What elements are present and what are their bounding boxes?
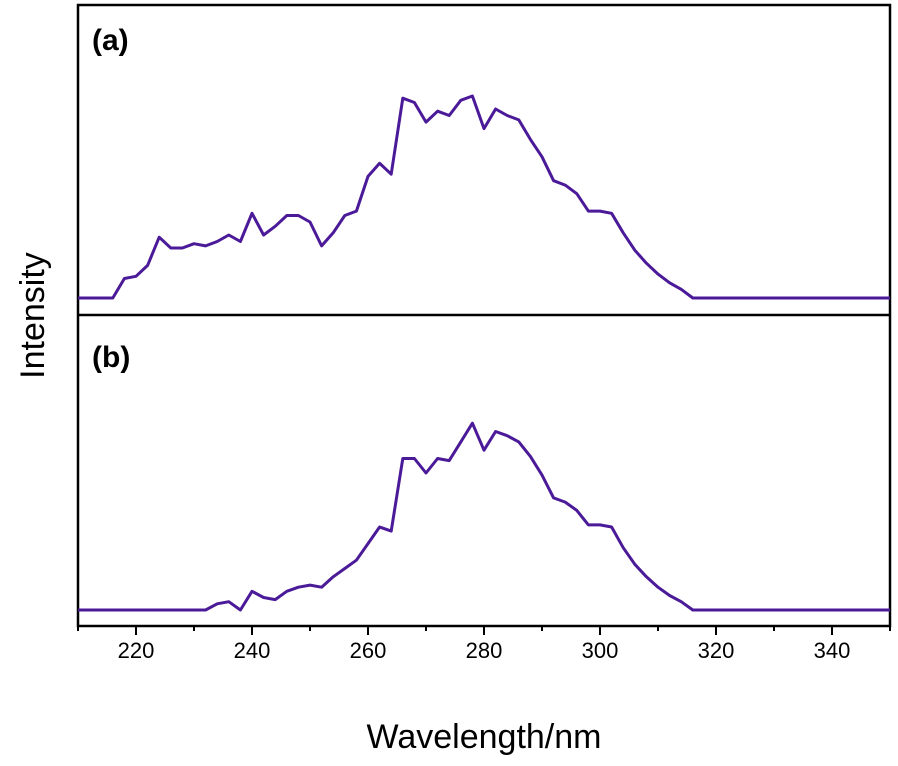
y-axis-title: Intensity	[14, 252, 52, 379]
panel-label-a: (a)	[92, 24, 129, 57]
x-ticks: 220 240 260 280 300 320 340	[77, 626, 891, 663]
x-tick-label: 340	[814, 638, 851, 663]
panel-label-b: (b)	[92, 341, 130, 374]
x-tick-label: 300	[582, 638, 619, 663]
x-tick-label: 260	[350, 638, 387, 663]
x-tick-label: 280	[466, 638, 503, 663]
x-tick-label: 220	[118, 638, 155, 663]
x-axis-title: Wavelength/nm	[367, 718, 602, 756]
x-tick-label: 320	[698, 638, 735, 663]
series-line-panel-a	[78, 94, 890, 300]
x-tick-label: 240	[234, 638, 271, 663]
series-line-panel-b	[78, 421, 890, 612]
series-lines	[78, 94, 890, 612]
